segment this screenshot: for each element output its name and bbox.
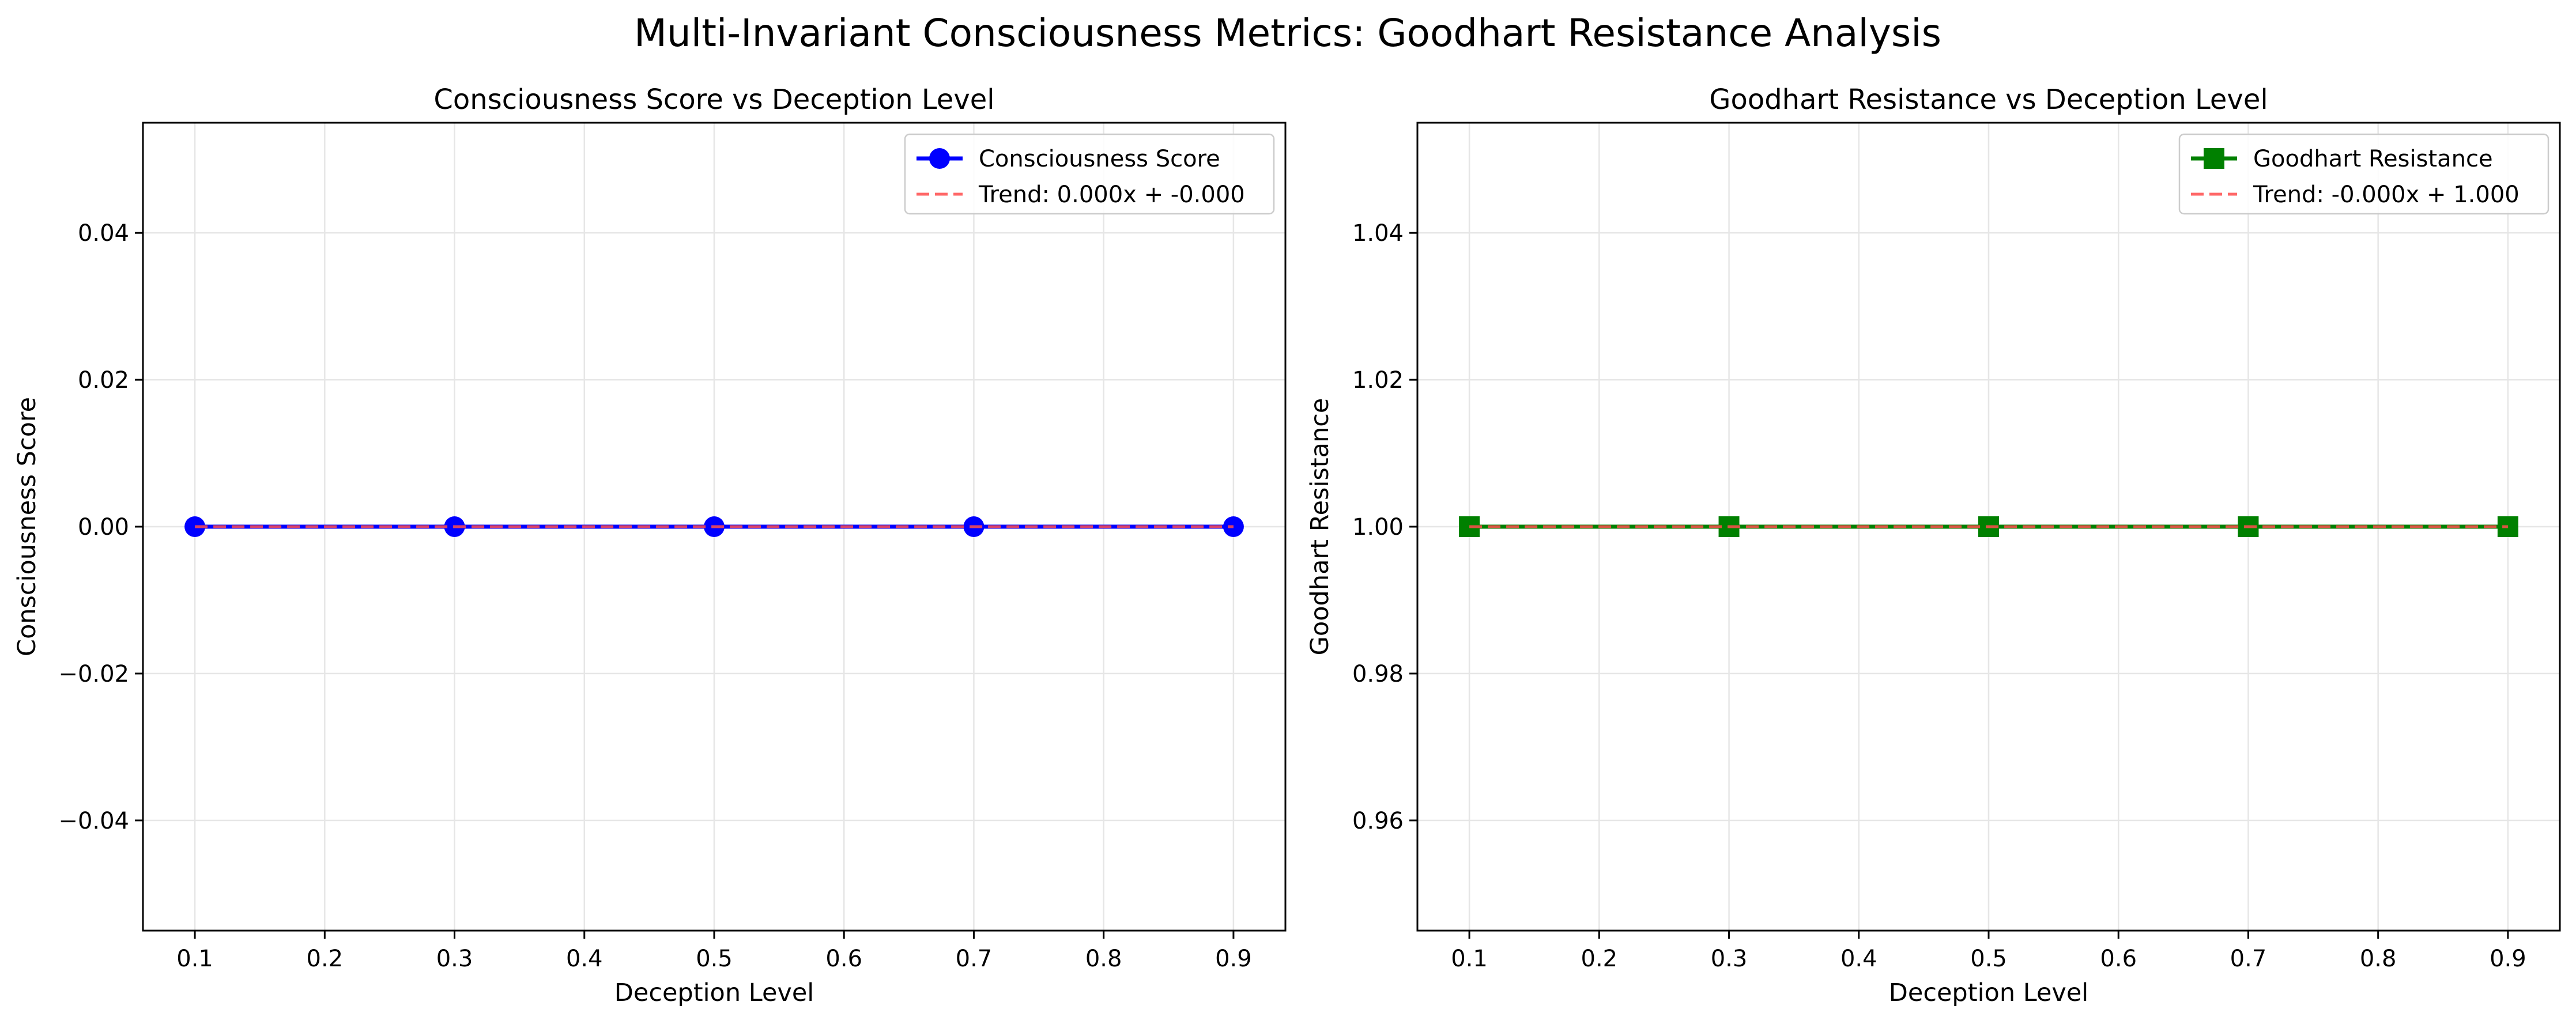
chart1-legend-label-0: Goodhart Resistance bbox=[2253, 146, 2493, 172]
chart1-legend-label-1: Trend: -0.000x + 1.000 bbox=[2253, 182, 2520, 208]
chart0-legend-swatch-marker-0 bbox=[929, 148, 950, 169]
chart1-y-tick-label-4: 1.04 bbox=[1352, 220, 1404, 247]
chart0-x-tick-label-0: 0.1 bbox=[176, 946, 213, 972]
chart1-y-tick-label-0: 0.96 bbox=[1352, 808, 1404, 834]
chart0-x-tick-label-2: 0.3 bbox=[436, 946, 473, 972]
chart0-title: Consciousness Score vs Deception Level bbox=[433, 84, 994, 116]
chart0-legend: Consciousness Score Trend: 0.000x + -0.00… bbox=[904, 133, 1275, 215]
chart1-x-tick-label-5: 0.6 bbox=[2100, 946, 2137, 972]
chart0-x-tick-label-3: 0.4 bbox=[566, 946, 603, 972]
chart1-x-tick-label-0: 0.1 bbox=[1451, 946, 1488, 972]
chart1-x-tick-label-2: 0.3 bbox=[1711, 946, 1748, 972]
chart0-legend-label-0: Consciousness Score bbox=[979, 146, 1220, 172]
chart0-x-tick-label-8: 0.9 bbox=[1215, 946, 1252, 972]
chart1-legend: Goodhart Resistance Trend: -0.000x + 1.00… bbox=[2178, 133, 2549, 215]
chart0-y-tick-label-2: 0.00 bbox=[78, 514, 129, 541]
chart0-x-tick-label-5: 0.6 bbox=[825, 946, 862, 972]
chart1-x-tick-label-6: 0.7 bbox=[2230, 946, 2267, 972]
chart1-x-tick-label-3: 0.4 bbox=[1840, 946, 1877, 972]
chart0-x-tick-label-6: 0.7 bbox=[956, 946, 993, 972]
chart0-y-tick-label-0: −0.04 bbox=[58, 808, 129, 834]
chart1-x-tick-label-8: 0.9 bbox=[2490, 946, 2526, 972]
chart-goodhart-resistance: 0.1 0.2 0.3 0.4 0.5 0.6 0.7 0.8 0.9 0.96 0.98 1.00 1… bbox=[1306, 84, 2561, 1007]
chart0-y-axis-label: Consciousness Score bbox=[13, 397, 42, 656]
chart1-x-tick-label-7: 0.8 bbox=[2360, 946, 2397, 972]
chart0-legend-box bbox=[904, 133, 1275, 215]
chart1-x-tick-label-1: 0.2 bbox=[1581, 946, 1618, 972]
chart1-y-tick-label-2: 1.00 bbox=[1352, 514, 1404, 541]
chart1-y-tick-label-1: 0.98 bbox=[1352, 661, 1404, 687]
chart1-legend-box bbox=[2178, 133, 2549, 215]
chart1-y-axis-label: Goodhart Resistance bbox=[1306, 398, 1334, 656]
chart0-x-axis-label: Deception Level bbox=[614, 978, 814, 1007]
chart0-y-tick-label-3: 0.02 bbox=[78, 367, 129, 394]
chart0-x-tick-label-7: 0.8 bbox=[1085, 946, 1122, 972]
chart1-x-tick-label-4: 0.5 bbox=[1970, 946, 2007, 972]
chart1-x-axis-label: Deception Level bbox=[1889, 978, 2089, 1007]
chart-consciousness-score: 0.1 0.2 0.3 0.4 0.5 0.6 0.7 0.8 0.9 −0.04 −0.02 0.0… bbox=[13, 84, 1287, 1007]
chart0-series-0-point-4 bbox=[1223, 516, 1244, 537]
chart0-y-tick-label-4: 0.04 bbox=[78, 220, 129, 247]
chart0-x-tick-label-1: 0.2 bbox=[307, 946, 344, 972]
chart1-legend-swatch-marker-0 bbox=[2204, 148, 2224, 169]
chart1-y-tick-label-3: 1.02 bbox=[1352, 367, 1404, 394]
chart0-legend-label-1: Trend: 0.000x + -0.000 bbox=[978, 182, 1245, 208]
chart0-y-tick-label-1: −0.02 bbox=[58, 661, 129, 687]
figure-title: Multi-Invariant Consciousness Metrics: G… bbox=[634, 11, 1941, 55]
chart1-title: Goodhart Resistance vs Deception Level bbox=[1709, 84, 2268, 116]
chart0-x-tick-label-4: 0.5 bbox=[696, 946, 733, 972]
